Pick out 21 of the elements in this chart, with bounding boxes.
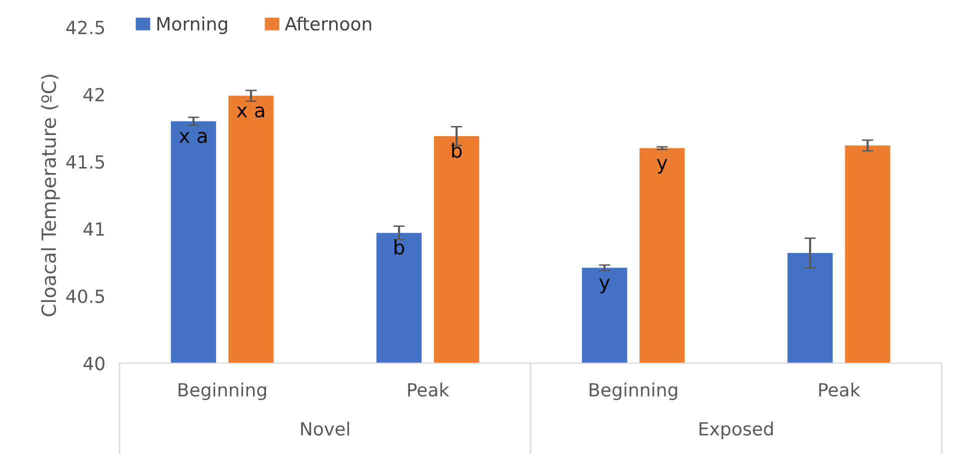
x-tick-label: Peak bbox=[408, 382, 450, 397]
data-label: y bbox=[656, 159, 668, 174]
y-tick-label: 41.5 bbox=[66, 155, 104, 169]
text: Novel bbox=[301, 422, 350, 436]
legend-label: Afternoon bbox=[284, 16, 372, 31]
y-axis-title: Cloacal Temperature (ºC) bbox=[41, 74, 60, 316]
text: Exposed bbox=[700, 422, 773, 440]
data-label: y bbox=[599, 278, 610, 294]
x-tick-label: Beginning bbox=[590, 382, 678, 400]
data-label: x a bbox=[236, 106, 264, 118]
data-label: b bbox=[394, 240, 404, 255]
legend-label: Morning bbox=[157, 16, 228, 34]
y-tick-label: 42.5 bbox=[66, 20, 104, 34]
y-tick-label: 40.5 bbox=[66, 289, 104, 304]
data-label: x a bbox=[179, 132, 207, 144]
y-tick-label: 42 bbox=[84, 88, 104, 102]
y-tick-label: 41 bbox=[84, 222, 104, 236]
x-tick-label: Peak bbox=[819, 382, 860, 397]
y-tick-label: 40 bbox=[84, 356, 104, 370]
data-label: b bbox=[452, 142, 462, 158]
x-tick-label: Beginning bbox=[178, 382, 266, 400]
